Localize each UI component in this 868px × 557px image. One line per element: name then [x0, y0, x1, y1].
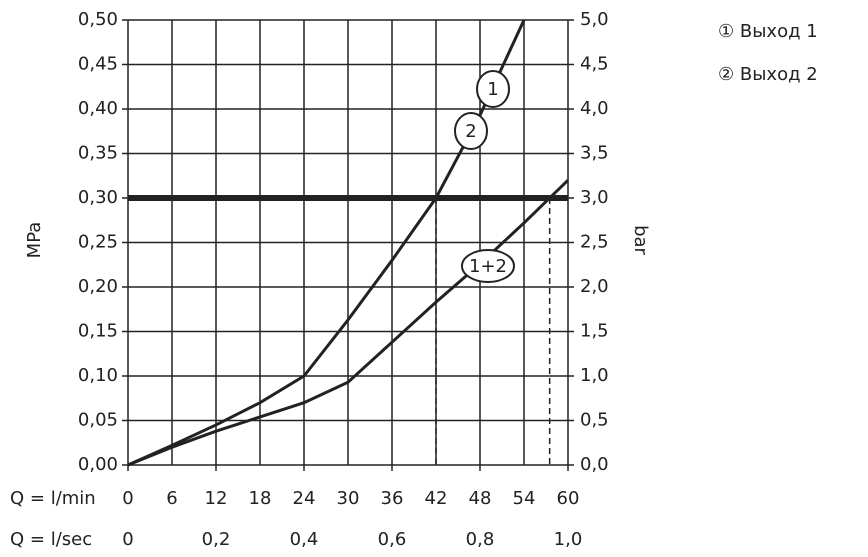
y-tick-label: 0,00 [78, 454, 118, 475]
y2-tick-label: 3,0 [580, 187, 609, 208]
y2-tick-label: 3,5 [580, 143, 609, 164]
y-tick-label: 0,15 [78, 321, 118, 342]
x2-tick-label: 0 [122, 529, 133, 550]
x2-tick-label: 0,8 [466, 529, 495, 550]
x-tick-label: 60 [557, 488, 580, 509]
x-tick-label: 6 [166, 488, 177, 509]
x-tick-label: 30 [337, 488, 360, 509]
x-tick-label: 12 [205, 488, 228, 509]
curve-label-bubble [476, 70, 510, 108]
x-tick-label: 48 [469, 488, 492, 509]
legend-entry: ② Выход 2 [718, 64, 818, 85]
curve-label-bubble [454, 112, 488, 150]
x2-tick-label: 0,6 [378, 529, 407, 550]
y-tick-label: 0,10 [78, 365, 118, 386]
x-tick-label: 36 [381, 488, 404, 509]
x-tick-label: 0 [122, 488, 133, 509]
legend-entry: ① Выход 1 [718, 21, 818, 42]
curve-label-bubble [461, 249, 515, 283]
curve-label: 2 [465, 121, 476, 142]
x-axis-label: Q = l/min [10, 488, 96, 509]
y2-tick-label: 2,0 [580, 276, 609, 297]
x-tick-label: 18 [249, 488, 272, 509]
x2-tick-label: 0,4 [290, 529, 319, 550]
y2-tick-label: 5,0 [580, 9, 609, 30]
x2-axis-label: Q = l/sec [10, 529, 92, 550]
x-tick-label: 42 [425, 488, 448, 509]
y-tick-label: 0,25 [78, 232, 118, 253]
y2-tick-label: 0,0 [580, 454, 609, 475]
y2-tick-label: 4,0 [580, 98, 609, 119]
y2-tick-label: 2,5 [580, 232, 609, 253]
x2-tick-label: 1,0 [554, 529, 583, 550]
y2-tick-label: 1,5 [580, 321, 609, 342]
y-tick-label: 0,05 [78, 410, 118, 431]
y2-tick-label: 4,5 [580, 54, 609, 75]
x-tick-label: 54 [513, 488, 536, 509]
y-tick-label: 0,45 [78, 54, 118, 75]
y-tick-label: 0,40 [78, 98, 118, 119]
curve-label: 1 [487, 79, 498, 100]
y2-tick-label: 1,0 [580, 365, 609, 386]
y-axis-label: MPa [24, 222, 45, 259]
x-tick-label: 24 [293, 488, 316, 509]
y-tick-label: 0,50 [78, 9, 118, 30]
y-tick-label: 0,20 [78, 276, 118, 297]
curve-label: 1+2 [469, 256, 507, 277]
y2-tick-label: 0,5 [580, 410, 609, 431]
y-tick-label: 0,30 [78, 187, 118, 208]
x2-tick-label: 0,2 [202, 529, 231, 550]
curve [127, 19, 526, 467]
y-tick-label: 0,35 [78, 143, 118, 164]
y2-axis-label: bar [630, 225, 651, 255]
